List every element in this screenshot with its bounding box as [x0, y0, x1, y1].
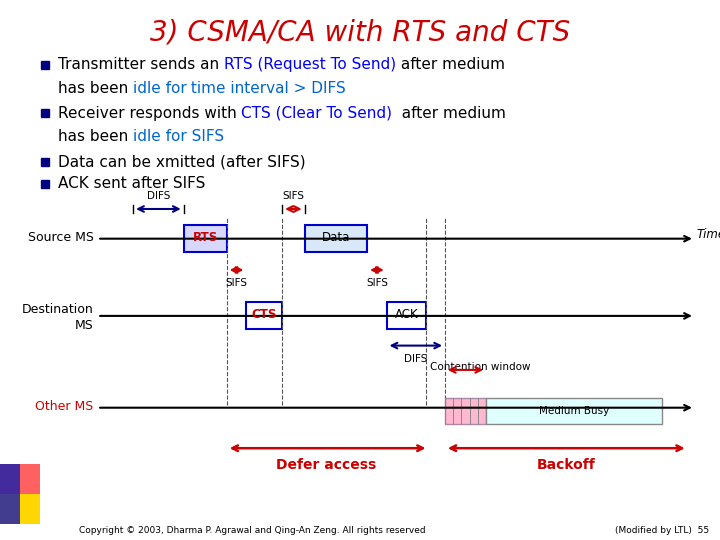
Text: has been: has been — [58, 80, 132, 96]
Text: CTS (Clear To Send): CTS (Clear To Send) — [241, 106, 392, 121]
Bar — [305, 225, 367, 252]
Text: SIFS: SIFS — [225, 278, 248, 288]
Text: Transmitter sends an: Transmitter sends an — [58, 57, 224, 72]
Text: Data can be xmitted (after SIFS): Data can be xmitted (after SIFS) — [58, 154, 305, 170]
Text: after medium: after medium — [396, 57, 505, 72]
Bar — [0, 494, 40, 524]
Bar — [445, 398, 486, 424]
Bar — [0, 464, 20, 524]
Text: idle for SIFS: idle for SIFS — [132, 129, 224, 144]
Bar — [486, 398, 662, 424]
Text: Time: Time — [697, 228, 720, 241]
Text: CTS: CTS — [251, 308, 277, 321]
Text: (Modified by LTL)  55: (Modified by LTL) 55 — [615, 526, 709, 535]
Text: ACK: ACK — [395, 308, 418, 321]
Bar — [184, 225, 227, 252]
Text: Other MS: Other MS — [35, 400, 94, 413]
Text: Backoff: Backoff — [537, 458, 595, 472]
Text: SIFS: SIFS — [282, 191, 305, 201]
Text: RTS: RTS — [192, 231, 218, 244]
Text: 3) CSMA/CA with RTS and CTS: 3) CSMA/CA with RTS and CTS — [150, 19, 570, 47]
Bar — [246, 302, 282, 329]
Text: SIFS: SIFS — [366, 278, 388, 288]
Bar — [387, 302, 426, 329]
Text: ACK sent after SIFS: ACK sent after SIFS — [58, 176, 205, 191]
Bar — [0, 464, 40, 494]
Text: Defer access: Defer access — [276, 458, 377, 472]
Text: time interval > DIFS: time interval > DIFS — [186, 80, 346, 96]
Text: after medium: after medium — [392, 106, 506, 121]
Text: Contention window: Contention window — [430, 362, 530, 372]
Text: Destination: Destination — [22, 303, 94, 316]
Text: Receiver responds with: Receiver responds with — [58, 106, 241, 121]
Text: has been: has been — [58, 129, 132, 144]
Text: RTS (Request To Send): RTS (Request To Send) — [224, 57, 396, 72]
Text: MS: MS — [75, 319, 94, 332]
Text: idle for: idle for — [132, 80, 186, 96]
Text: Medium Busy: Medium Busy — [539, 406, 609, 416]
Text: Data: Data — [322, 231, 350, 244]
Text: DIFS: DIFS — [147, 191, 170, 201]
Text: Source MS: Source MS — [28, 231, 94, 244]
Text: Copyright © 2003, Dharma P. Agrawal and Qing-An Zeng. All rights reserved: Copyright © 2003, Dharma P. Agrawal and … — [79, 526, 426, 535]
Text: DIFS: DIFS — [404, 354, 428, 364]
